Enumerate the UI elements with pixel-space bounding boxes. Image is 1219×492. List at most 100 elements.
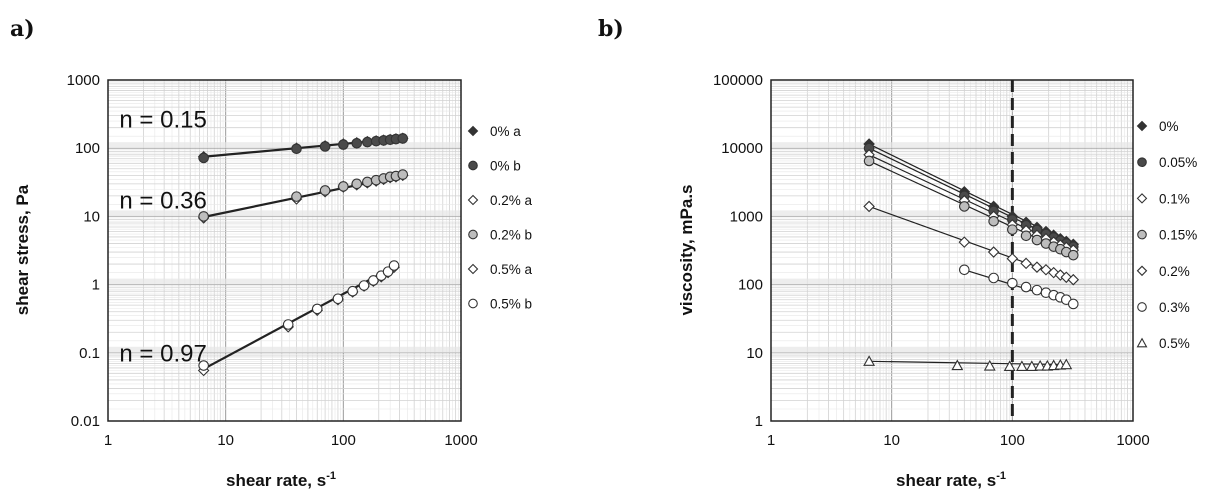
grid-band	[771, 278, 1133, 285]
fit-lines-b	[868, 143, 1076, 366]
data-point	[1003, 360, 1016, 372]
data-point	[1067, 249, 1079, 261]
x-axis-label-sup-a: -1	[326, 470, 336, 482]
grid-band	[108, 210, 461, 217]
legend-item: 0% a	[467, 124, 521, 139]
y-tick-label: 10	[83, 208, 100, 225]
grid-band	[771, 142, 1133, 149]
legend-item: 0% b	[468, 159, 521, 174]
data-point	[351, 178, 363, 190]
x-tick-label: 1	[104, 432, 112, 449]
legend-marker	[468, 229, 478, 240]
data-point	[388, 260, 400, 271]
legend-marker	[1136, 120, 1148, 132]
data-point	[1025, 360, 1038, 372]
legend-marker	[467, 194, 479, 206]
legend-label: 0.3%	[1159, 300, 1190, 315]
y-axis-label-a: shear stress, Pa	[13, 184, 32, 315]
chart-a: a) 1 10 100 1000 0.01 0.1 1 10 100 1000 n = 0.15…	[10, 16, 533, 490]
x-axis-label-a: shear rate, s-1	[226, 470, 336, 490]
panel-label-a: a)	[10, 16, 35, 42]
data-point	[1060, 358, 1073, 370]
legend-marker	[1136, 337, 1148, 348]
data-point	[1067, 298, 1079, 310]
x-tick-label: 10	[217, 432, 234, 449]
slope-annotation: n = 0.97	[119, 340, 206, 367]
data-point	[1007, 277, 1018, 289]
x-tick-label: 1	[767, 432, 775, 449]
data-point	[319, 141, 331, 152]
data-point	[347, 285, 358, 297]
data-point	[1031, 261, 1043, 273]
y-tick-label: 10000	[721, 140, 763, 157]
grid-band	[108, 278, 461, 285]
data-point	[319, 185, 331, 196]
y-tick-labels-b: 1 10 100 1000 10000 100000	[713, 72, 763, 430]
legend-item: 0.2%	[1136, 264, 1190, 279]
legend-marker	[1137, 302, 1147, 312]
legend-item: 0%	[1136, 119, 1179, 134]
x-axis-label-text-a: shear rate, s	[226, 471, 326, 490]
legend-item: 0.2% a	[467, 193, 533, 208]
data-point	[338, 181, 349, 192]
x-tick-labels-a: 1 10 100 1000	[104, 432, 478, 449]
data-point	[362, 136, 373, 148]
x-axis-label-sup-b: -1	[996, 470, 1006, 482]
grid-band	[771, 346, 1133, 353]
data-point	[959, 264, 970, 276]
legend-label: 0% a	[490, 124, 521, 139]
x-tick-label: 1000	[1116, 432, 1149, 449]
legend-label: 0.5% a	[490, 262, 533, 277]
legend-marker	[1136, 193, 1148, 204]
y-tick-label: 1	[755, 413, 763, 430]
data-point	[988, 272, 999, 284]
data-point	[1031, 284, 1043, 296]
legend-label: 0.2% b	[490, 228, 532, 243]
x-tick-label: 100	[1000, 432, 1025, 449]
legend-label: 0.15%	[1159, 228, 1197, 243]
data-point	[1020, 257, 1032, 270]
data-point	[311, 303, 323, 315]
data-point	[332, 293, 344, 305]
x-tick-label: 100	[331, 432, 356, 449]
x-axis-label-text-b: shear rate, s	[896, 471, 996, 490]
data-point	[863, 155, 875, 167]
panel-label-b: b)	[598, 16, 624, 42]
grid-band	[771, 210, 1133, 217]
legend-marker	[1137, 157, 1147, 168]
legend-label: 0.2%	[1159, 264, 1190, 279]
data-point	[1067, 273, 1080, 286]
legend-item: 0.5%	[1136, 336, 1190, 351]
grid-band	[108, 142, 461, 149]
legend-b: 0% 0.05% 0.1% 0.15% 0.2% 0.3% 0.5%	[1136, 119, 1197, 351]
y-tick-label: 0.1	[79, 345, 100, 362]
data-point	[1034, 359, 1047, 371]
data-point	[338, 139, 349, 150]
data-point	[397, 169, 409, 180]
legend-label: 0% b	[490, 159, 521, 174]
y-tick-label: 100000	[713, 72, 763, 89]
legend-label: 0.2% a	[490, 193, 533, 208]
data-point	[198, 360, 209, 371]
x-tick-label: 10	[883, 432, 900, 449]
y-tick-label: 100	[75, 140, 100, 157]
grid-band	[108, 346, 461, 353]
data-point	[291, 143, 302, 155]
plot-frame-a	[107, 79, 462, 422]
y-axis-label-b: viscosity, mPa.s	[677, 184, 696, 315]
data-points-b	[863, 138, 1080, 372]
y-tick-labels-a: 0.01 0.1 1 10 100 1000	[67, 72, 100, 430]
data-point	[988, 215, 999, 227]
data-point	[351, 137, 363, 149]
y-tick-label: 100	[738, 277, 763, 294]
data-point	[959, 201, 970, 212]
legend-item: 0.15%	[1137, 228, 1197, 243]
data-point	[1015, 360, 1028, 372]
data-point	[1006, 252, 1019, 265]
data-points-a	[197, 132, 409, 377]
legend-marker	[1136, 265, 1148, 277]
slope-annotation: n = 0.36	[119, 188, 206, 215]
legend-item: 0.3%	[1137, 300, 1190, 315]
legend-a: 0% a 0% b 0.2% a 0.2% b 0.5% a 0.5% b	[467, 124, 533, 312]
